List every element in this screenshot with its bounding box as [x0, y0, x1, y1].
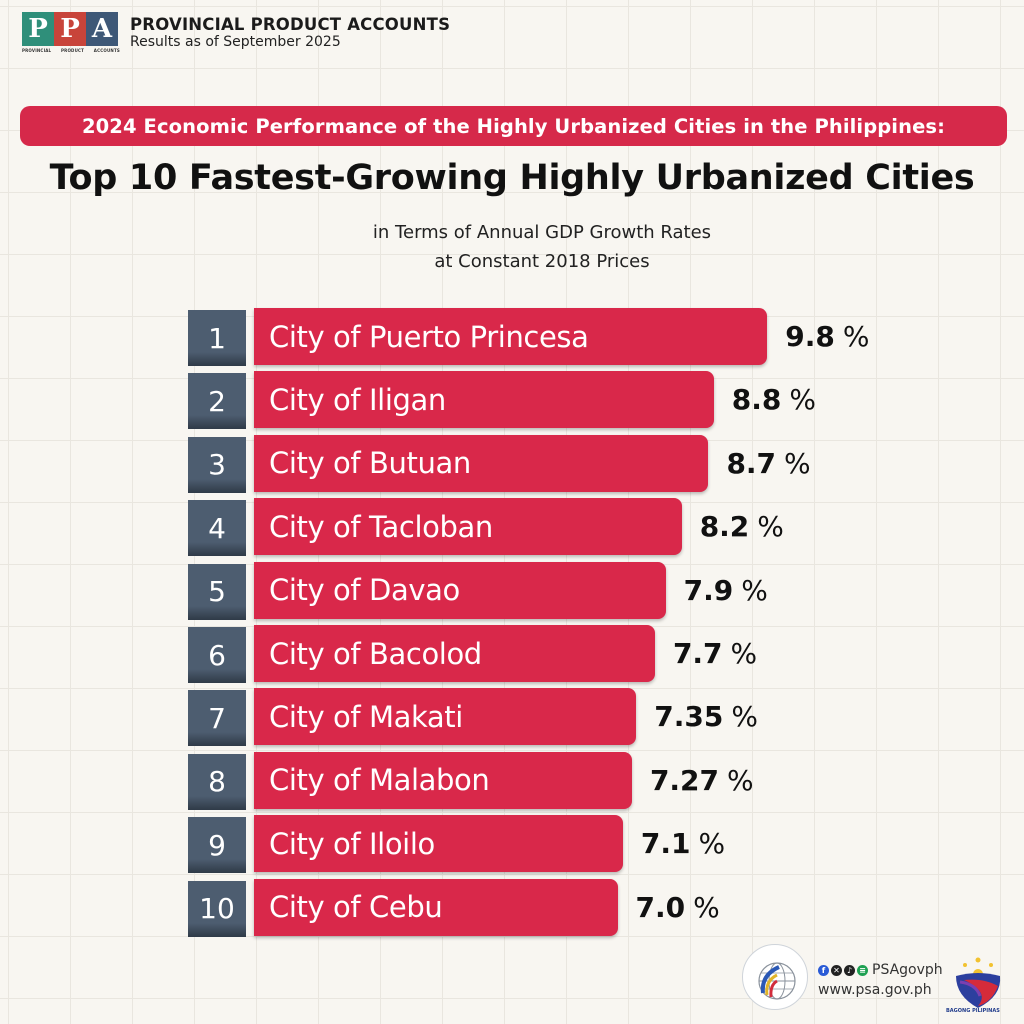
value-unit: % — [693, 890, 720, 924]
value-unit: % — [784, 446, 811, 480]
bar — [254, 815, 623, 873]
value-number: 7.35 — [654, 700, 724, 734]
value-label: 8.7% — [726, 435, 810, 492]
city-label: City of Butuan — [269, 446, 471, 481]
value-unit: % — [842, 320, 870, 353]
bar — [254, 625, 655, 682]
tiktok-icon[interactable]: ♪ — [844, 964, 855, 976]
value-label: 8.2% — [700, 498, 784, 555]
city-label: City of Davao — [269, 573, 460, 608]
facebook-icon[interactable]: f — [818, 964, 829, 976]
city-label: City of Bacolod — [269, 636, 482, 671]
rank-box: 7 — [188, 690, 246, 747]
header: P P A PROVINCIAL PRODUCT ACCOUNTS PROVIN… — [22, 12, 450, 54]
value-unit: % — [731, 700, 758, 734]
bar — [254, 371, 714, 429]
rank-box: 1 — [188, 310, 246, 366]
value-unit: % — [741, 573, 768, 607]
bar — [254, 751, 632, 809]
value-number: 8.7 — [726, 446, 777, 480]
value-number: 7.0 — [635, 890, 686, 924]
ppa-logo: P P A PROVINCIAL PRODUCT ACCOUNTS — [22, 12, 120, 54]
rank-box: 10 — [188, 880, 246, 937]
value-number: 7.9 — [683, 573, 734, 607]
logo-letter-p2: P — [54, 12, 86, 46]
rank-box: 4 — [188, 500, 246, 557]
psa-seal-icon — [742, 944, 808, 1010]
rank-box: 9 — [188, 817, 246, 874]
bar — [254, 498, 682, 556]
subtitle-line-2: at Constant 2018 Prices — [434, 251, 650, 272]
bar — [254, 688, 637, 746]
value-unit: % — [730, 637, 758, 670]
value-number: 9.8 — [785, 320, 835, 353]
website-link[interactable]: www.psa.gov.ph — [818, 982, 932, 998]
subtitle: in Terms of Annual GDP Growth Rates at C… — [0, 218, 1024, 276]
social-links: f ✕ ♪ ≡ PSAgovph — [818, 962, 943, 978]
value-label: 8.8% — [732, 371, 816, 428]
value-label: 9.8% — [785, 308, 869, 365]
city-label: City of Cebu — [269, 890, 443, 925]
rank-box: 8 — [188, 753, 246, 810]
value-unit: % — [698, 827, 726, 861]
rank-box: 2 — [188, 373, 246, 430]
value-label: 7.27% — [650, 752, 754, 809]
value-number: 7.7 — [672, 637, 723, 670]
value-unit: % — [727, 763, 754, 797]
city-label: City of Tacloban — [269, 509, 493, 544]
value-label: 7.7% — [673, 625, 757, 682]
logo-letter-p1: P — [22, 12, 54, 46]
value-number: 7.27 — [649, 763, 720, 797]
logo-caption-provincial: PROVINCIAL — [22, 48, 52, 53]
city-label: City of Iloilo — [269, 826, 435, 861]
bar — [254, 878, 618, 936]
value-unit: % — [789, 383, 817, 417]
value-unit: % — [757, 510, 784, 544]
logo-caption-accounts: ACCOUNTS — [93, 48, 120, 53]
value-label: 7.0% — [636, 879, 720, 936]
city-label: City of Makati — [269, 699, 463, 734]
x-icon[interactable]: ✕ — [831, 964, 842, 976]
logo-caption-product: PRODUCT — [61, 48, 85, 53]
value-label: 7.1% — [641, 815, 725, 872]
bar — [254, 308, 768, 365]
main-title: Top 10 Fastest-Growing Highly Urbanized … — [49, 158, 975, 198]
city-label: City of Iligan — [269, 382, 446, 417]
subtitle-line-1: in Terms of Annual GDP Growth Rates — [372, 222, 712, 243]
social-handle: PSAgovph — [872, 962, 943, 978]
footer: f ✕ ♪ ≡ PSAgovph www.psa.gov.ph BAGONG P… — [0, 938, 1024, 1024]
spotify-icon[interactable]: ≡ — [857, 964, 868, 976]
value-label: 7.35% — [654, 688, 758, 745]
bar — [254, 434, 709, 492]
value-number: 8.2 — [699, 510, 750, 544]
value-number: 8.8 — [731, 383, 782, 417]
value-number: 7.1 — [640, 827, 691, 861]
header-subtitle: Results as of September 2025 — [130, 33, 341, 50]
rank-box: 6 — [188, 627, 246, 683]
bagong-pilipinas-logo-icon — [950, 952, 1006, 1012]
logo-letter-a: A — [86, 12, 118, 46]
rank-box: 3 — [188, 436, 246, 493]
city-label: City of Malabon — [269, 763, 490, 798]
rank-box: 5 — [188, 563, 246, 620]
city-label: City of Puerto Princesa — [269, 319, 589, 354]
header-title: PROVINCIAL PRODUCT ACCOUNTS — [130, 14, 451, 34]
bar — [254, 561, 666, 619]
bagong-pilipinas-caption: BAGONG PILIPINAS — [946, 1008, 1000, 1014]
value-label: 7.9% — [684, 562, 768, 619]
banner: 2024 Economic Performance of the Highly … — [20, 106, 1007, 146]
